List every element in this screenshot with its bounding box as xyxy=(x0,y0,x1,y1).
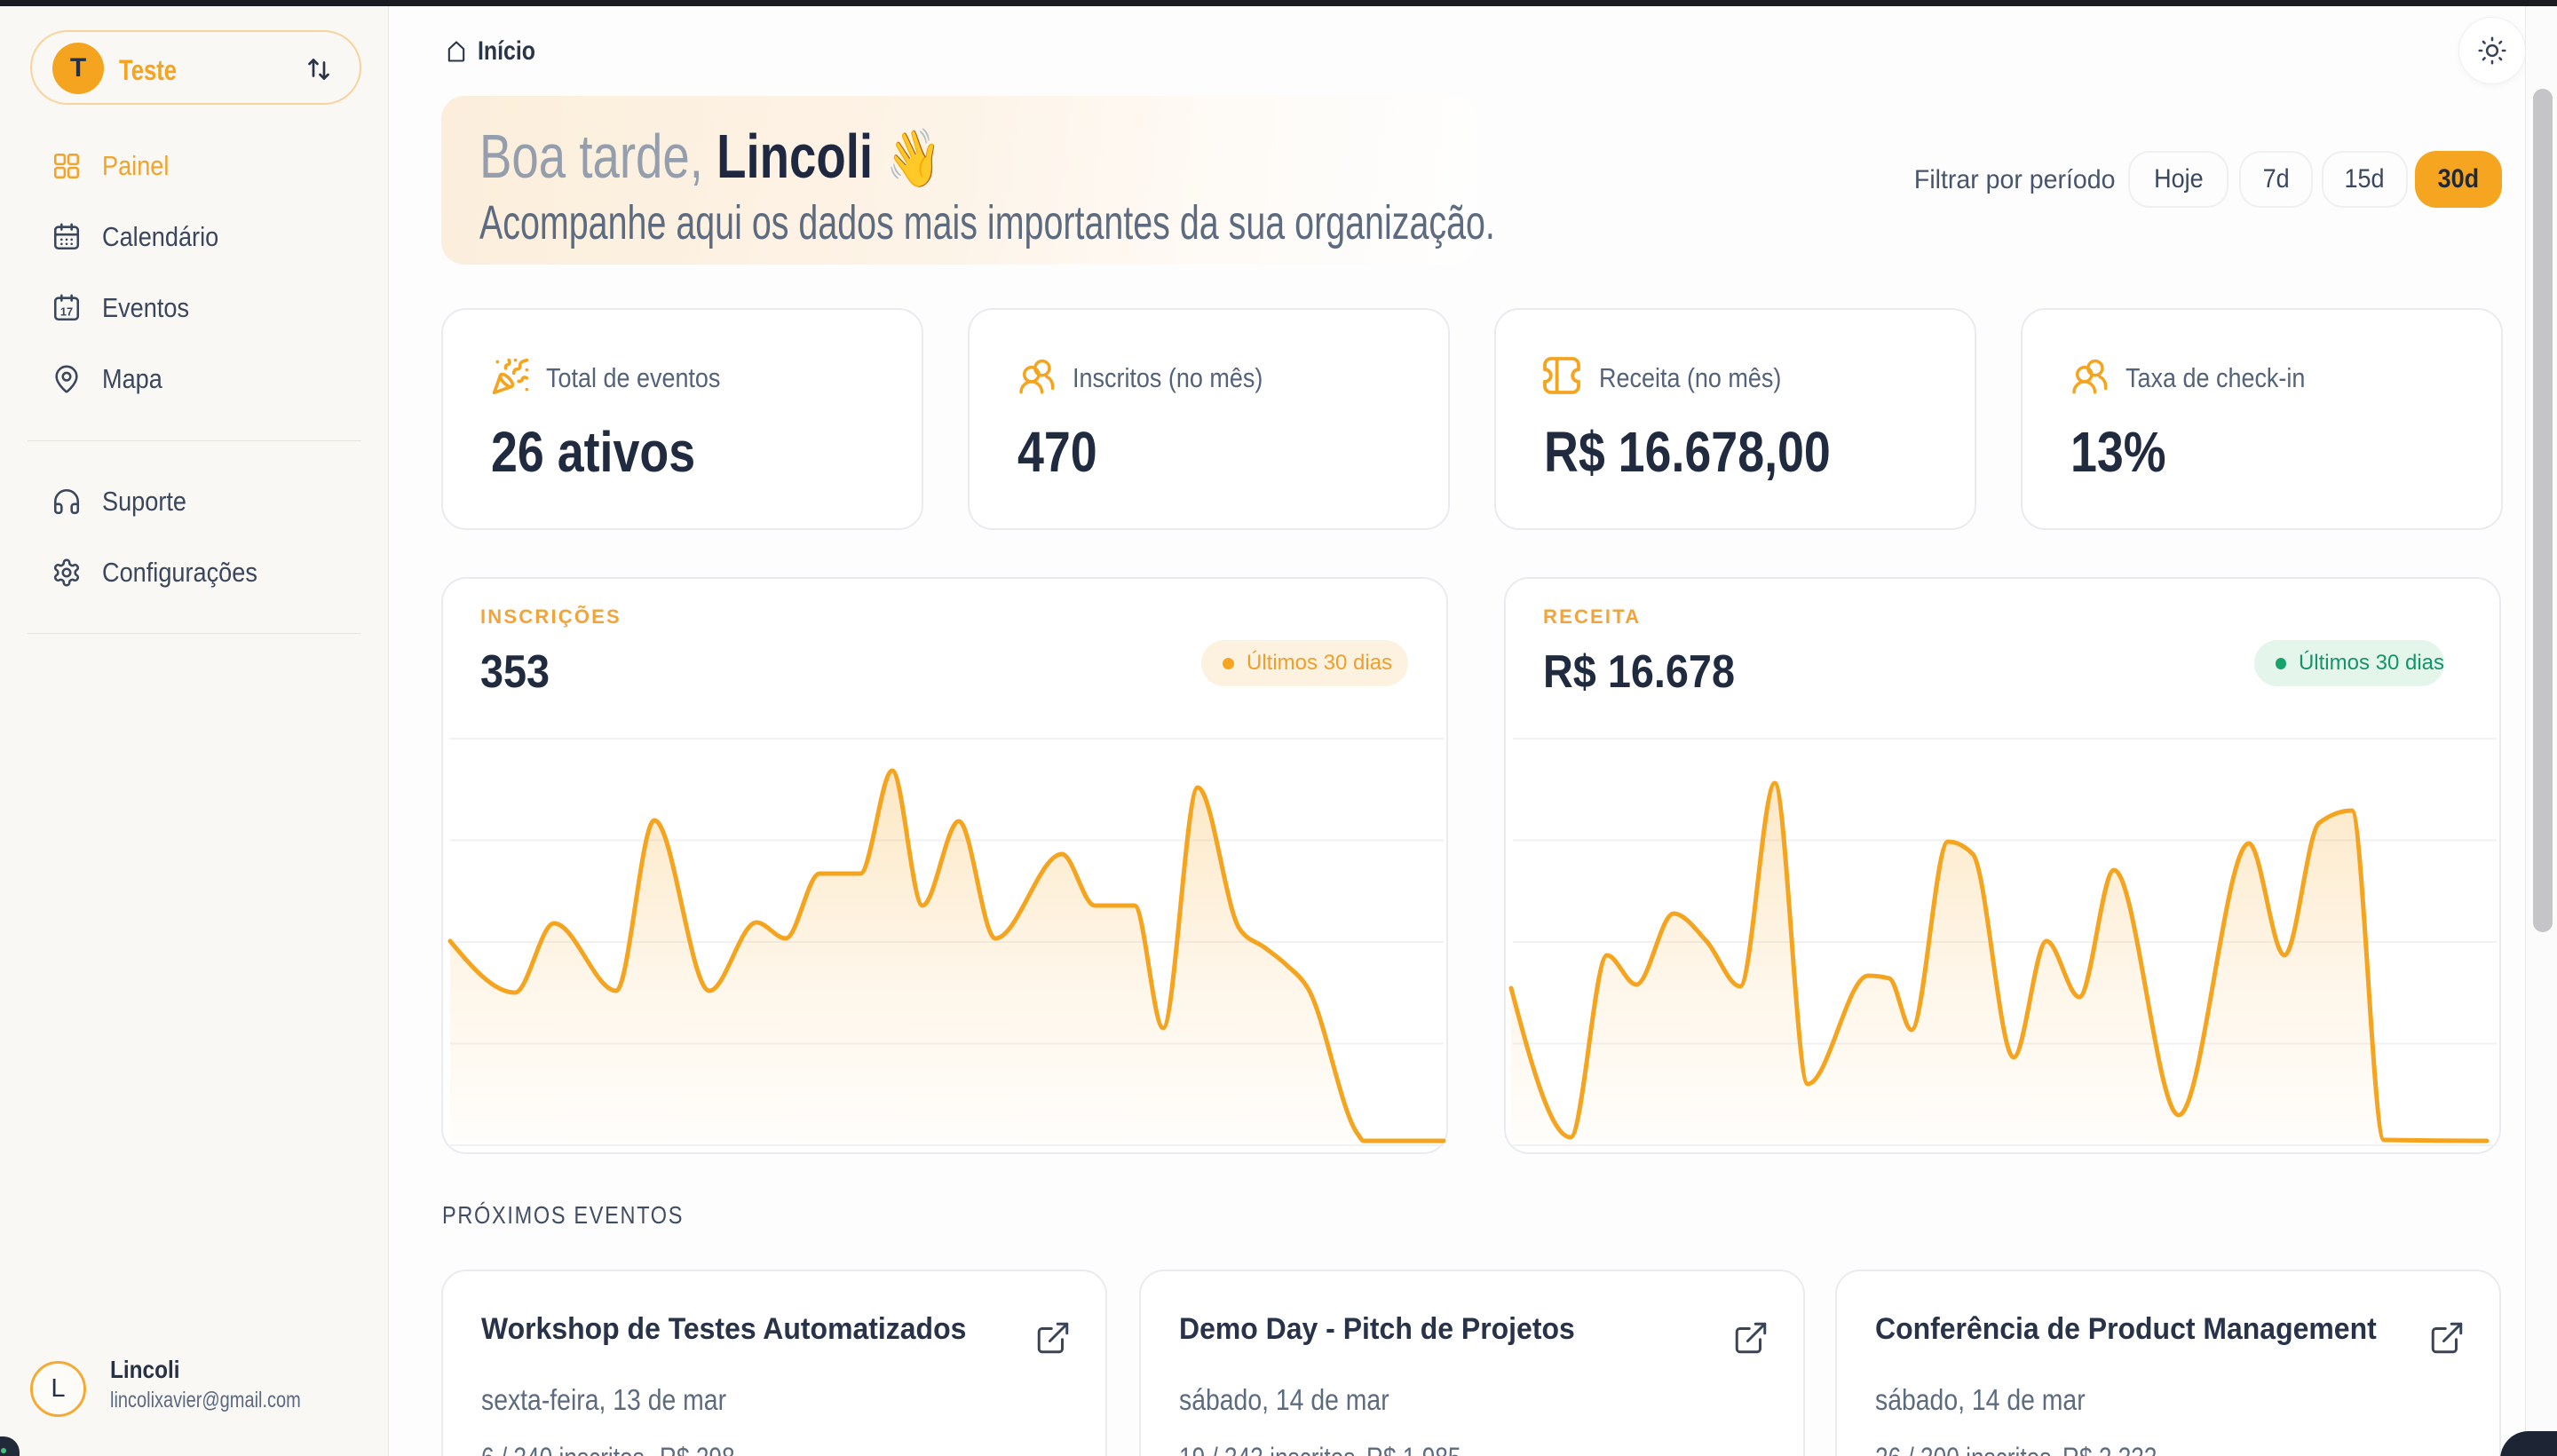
svg-text:17: 17 xyxy=(60,305,73,319)
